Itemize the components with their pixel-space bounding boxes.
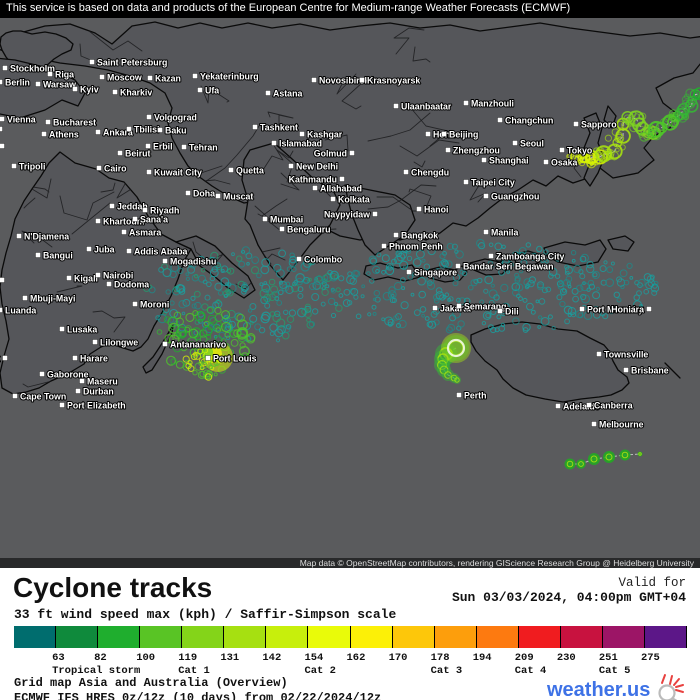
svg-text:Perth: Perth <box>464 391 487 401</box>
svg-text:Honiara: Honiara <box>611 305 644 315</box>
svg-text:Mbuji-Mayi: Mbuji-Mayi <box>30 294 75 304</box>
svg-text:Kigali: Kigali <box>74 274 98 284</box>
svg-text:Zamboanga City: Zamboanga City <box>496 252 565 262</box>
svg-text:Cairo: Cairo <box>104 164 127 174</box>
svg-text:Muscat: Muscat <box>223 192 253 202</box>
svg-text:Naypyidaw: Naypyidaw <box>324 210 370 220</box>
svg-text:Tripoli: Tripoli <box>19 162 45 172</box>
svg-text:Kharkiv: Kharkiv <box>120 88 152 98</box>
svg-text:Bangui: Bangui <box>43 251 73 261</box>
svg-text:Port Elizabeth: Port Elizabeth <box>67 401 126 411</box>
svg-text:Lilongwe: Lilongwe <box>100 338 138 348</box>
svg-text:Asmara: Asmara <box>129 228 161 238</box>
svg-text:Allahabad: Allahabad <box>320 184 362 194</box>
svg-text:Yekaterinburg: Yekaterinburg <box>200 72 259 82</box>
svg-text:Hanoi: Hanoi <box>424 205 448 215</box>
svg-text:Luanda: Luanda <box>5 306 36 316</box>
svg-text:Port Louis: Port Louis <box>213 354 257 364</box>
svg-text:Canberra: Canberra <box>594 401 633 411</box>
svg-text:Kolkata: Kolkata <box>338 195 370 205</box>
svg-text:Tbilisi: Tbilisi <box>134 125 159 135</box>
svg-text:Astana: Astana <box>273 89 302 99</box>
svg-text:Ufa: Ufa <box>205 86 219 96</box>
svg-text:N'Djamena: N'Djamena <box>24 232 69 242</box>
svg-text:Cape Town: Cape Town <box>20 392 66 402</box>
svg-text:Melbourne: Melbourne <box>599 420 644 430</box>
svg-text:Harare: Harare <box>80 354 108 364</box>
svg-text:Taipei City: Taipei City <box>471 178 515 188</box>
svg-text:Tashkent: Tashkent <box>260 123 298 133</box>
svg-text:Vienna: Vienna <box>7 115 36 125</box>
svg-text:Volgograd: Volgograd <box>154 113 197 123</box>
svg-text:Juba: Juba <box>94 245 115 255</box>
svg-text:Antananarivo: Antananarivo <box>170 340 227 350</box>
svg-text:Townsville: Townsville <box>604 350 648 360</box>
svg-text:Bucharest: Bucharest <box>53 118 96 128</box>
svg-text:Beirut: Beirut <box>125 149 150 159</box>
svg-text:Doha: Doha <box>193 189 215 199</box>
svg-text:Seoul: Seoul <box>520 139 544 149</box>
svg-text:Maseru: Maseru <box>87 377 118 387</box>
svg-text:Warsaw: Warsaw <box>43 80 76 90</box>
svg-text:Ulaanbaatar: Ulaanbaatar <box>401 102 452 112</box>
svg-text:Shanghai: Shanghai <box>489 156 529 166</box>
svg-text:Singapore: Singapore <box>414 268 457 278</box>
svg-text:Mogadishu: Mogadishu <box>170 257 216 267</box>
svg-text:Sapporo: Sapporo <box>581 120 617 130</box>
svg-text:Durban: Durban <box>83 387 114 397</box>
svg-text:Tokyo: Tokyo <box>567 146 593 156</box>
svg-text:Dodoma: Dodoma <box>114 280 149 290</box>
svg-text:Mumbai: Mumbai <box>270 215 303 225</box>
svg-text:Kuwait City: Kuwait City <box>154 168 202 178</box>
svg-text:Beijing: Beijing <box>449 130 478 140</box>
svg-text:Bandar Seri Begawan: Bandar Seri Begawan <box>463 262 553 272</box>
svg-text:Golmud: Golmud <box>314 149 347 159</box>
svg-text:Riga: Riga <box>55 70 74 80</box>
svg-text:Zhengzhou: Zhengzhou <box>453 146 500 156</box>
svg-text:Dili: Dili <box>505 307 519 317</box>
svg-text:Sana'a: Sana'a <box>140 215 168 225</box>
svg-text:Brisbane: Brisbane <box>631 366 669 376</box>
svg-text:Guangzhou: Guangzhou <box>491 192 539 202</box>
svg-text:Tehran: Tehran <box>189 143 218 153</box>
svg-text:Manzhouli: Manzhouli <box>471 99 514 109</box>
svg-text:Phnom Penh: Phnom Penh <box>389 242 443 252</box>
svg-text:New Delhi: New Delhi <box>296 162 338 172</box>
svg-text:Changchun: Changchun <box>505 116 553 126</box>
svg-text:Athens: Athens <box>49 130 79 140</box>
svg-text:Quetta: Quetta <box>236 166 264 176</box>
svg-text:Gaborone: Gaborone <box>47 370 89 380</box>
svg-text:Kyiv: Kyiv <box>80 85 99 95</box>
svg-text:Moscow: Moscow <box>107 73 142 83</box>
svg-text:Bengaluru: Bengaluru <box>287 225 331 235</box>
svg-text:Baku: Baku <box>165 126 187 136</box>
svg-text:Osaka: Osaka <box>551 158 578 168</box>
svg-text:Islamabad: Islamabad <box>279 139 322 149</box>
svg-text:Khartoum: Khartoum <box>103 217 145 227</box>
svg-text:Moroni: Moroni <box>140 300 169 310</box>
svg-text:weather.us: weather.us <box>546 679 650 700</box>
svg-text:Lusaka: Lusaka <box>67 325 97 335</box>
svg-text:Bangkok: Bangkok <box>401 231 438 241</box>
svg-text:Erbil: Erbil <box>153 142 173 152</box>
svg-text:Saint Petersburg: Saint Petersburg <box>97 58 167 68</box>
svg-text:Chengdu: Chengdu <box>411 168 449 178</box>
svg-text:Colombo: Colombo <box>304 255 343 265</box>
svg-text:Kathmandu: Kathmandu <box>289 175 337 185</box>
svg-text:Berlin: Berlin <box>5 78 30 88</box>
svg-text:Addis Ababa: Addis Ababa <box>134 247 188 257</box>
svg-text:Kazan: Kazan <box>155 74 181 84</box>
svg-text:Manila: Manila <box>491 228 518 238</box>
svg-text:Krasnoyarsk: Krasnoyarsk <box>367 76 420 86</box>
